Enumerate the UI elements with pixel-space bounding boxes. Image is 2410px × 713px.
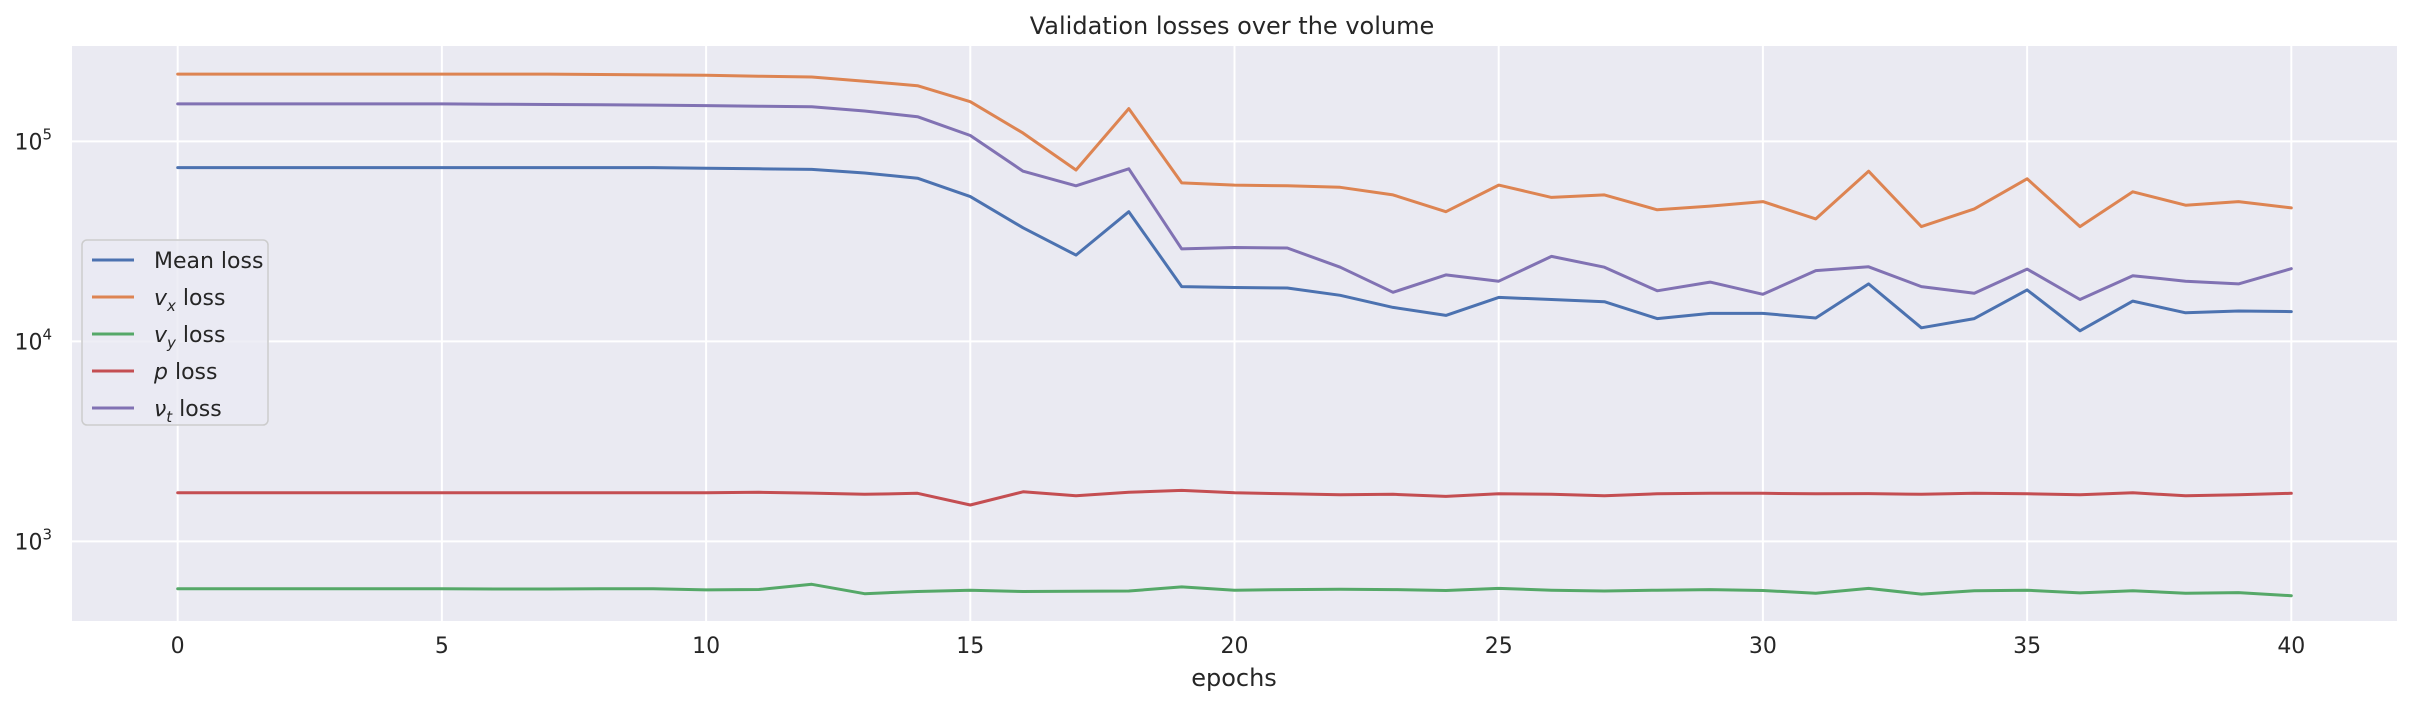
legend-label: vy loss [154,323,225,352]
legend-box [81,239,269,426]
series-line-3 [176,488,2293,507]
y-tick-label: 103 [14,525,52,555]
chart-title: Validation losses over the volume [1030,12,1434,40]
series-line-2 [176,582,2293,598]
x-tick-label: 35 [2013,634,2041,659]
series-line-1 [176,72,2293,229]
legend-label: p loss [153,360,217,385]
x-axis-title: epochs [1191,664,1277,692]
series-lines [176,72,2293,598]
legend: Mean loss vx loss vy loss p loss νt loss [81,239,269,426]
y-tick-label: 105 [14,125,52,155]
y-tick-labels: 103 104 105 [14,125,52,555]
series-line-4 [176,102,2293,301]
x-tick-label: 40 [2277,634,2305,659]
x-tick-label: 0 [171,634,185,659]
x-tick-label: 30 [1749,634,1777,659]
x-tick-label: 5 [435,634,449,659]
legend-label: vx loss [154,286,225,315]
x-tick-labels: 0 5 10 15 20 25 30 35 40 [171,634,2306,659]
x-tick-label: 25 [1485,634,1513,659]
grid [72,46,2397,621]
x-tick-label: 20 [1221,634,1249,659]
legend-label: Mean loss [154,249,263,274]
legend-label: νt loss [154,397,222,426]
x-tick-label: 10 [692,634,720,659]
series-line-0 [176,166,2293,333]
x-tick-label: 15 [956,634,984,659]
y-tick-label: 104 [14,325,52,355]
